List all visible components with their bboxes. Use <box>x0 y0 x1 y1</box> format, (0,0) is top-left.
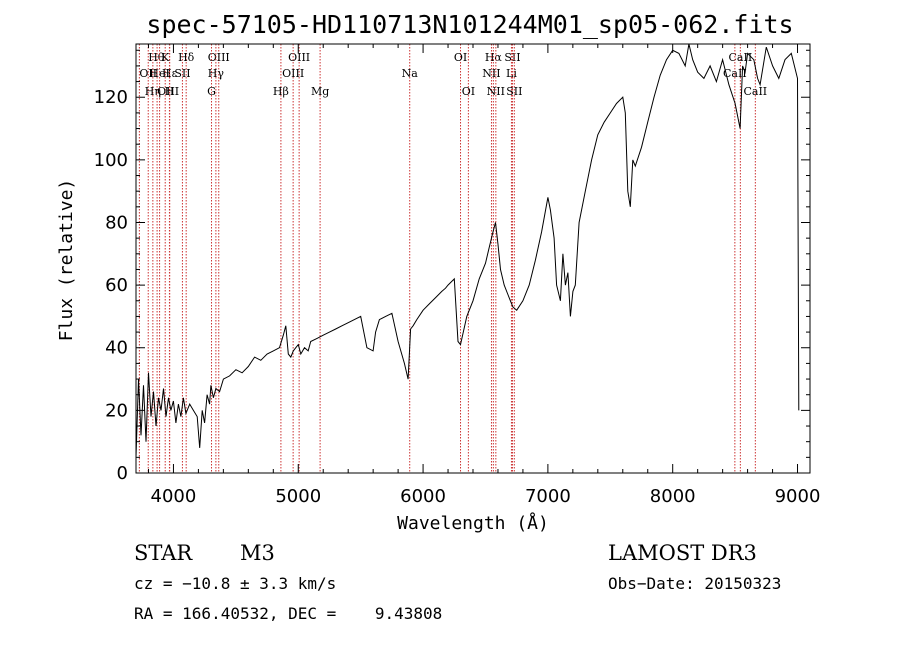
line-label-26: NII <box>487 85 505 98</box>
line-label-9: OII <box>139 67 157 80</box>
line-label-2: Hδ <box>178 51 195 64</box>
line-label-6: Hα <box>485 51 503 64</box>
line-label-15: Na <box>402 67 419 80</box>
line-label-18: CaII <box>723 67 747 80</box>
y-axis: 0 20 40 60 80 100 120 <box>94 49 810 484</box>
y-tick-label-6: 120 <box>94 87 128 108</box>
line-label-3: OIII <box>208 51 230 64</box>
spectral-subclass: M3 <box>240 541 275 565</box>
redshift-cz: cz = −10.8 ± 3.3 km/s <box>134 574 336 593</box>
coordinates: RA = 166.40532, DEC = 9.43808 <box>134 604 442 623</box>
y-tick-label-2: 40 <box>105 338 128 359</box>
y-axis-label: Flux (relative) <box>56 179 77 342</box>
chart-title: spec-57105-HD110713N101244M01_sp05-062.f… <box>146 10 793 39</box>
x-tick-label-4: 8000 <box>650 486 696 507</box>
series-line-0 <box>135 43 800 458</box>
line-label-25: OI <box>462 85 475 98</box>
line-label-12: SII <box>174 67 190 80</box>
x-axis-label: Wavelength (Å) <box>397 512 549 534</box>
line-label-10: Hε <box>162 67 178 80</box>
line-label-7: SII <box>504 51 520 64</box>
x-tick-label-3: 7000 <box>525 486 571 507</box>
line-label-17: Li <box>506 67 517 80</box>
line-label-8: CaII <box>729 51 753 64</box>
line-label-5: OI <box>454 51 467 64</box>
line-label-21: H <box>165 85 175 98</box>
y-tick-label-3: 60 <box>105 275 128 296</box>
survey-name: LAMOST DR3 <box>608 541 757 565</box>
x-tick-label-2: 6000 <box>400 486 446 507</box>
x-tick-label-5: 9000 <box>775 486 821 507</box>
y-tick-label-1: 20 <box>105 400 128 421</box>
y-tick-label-4: 80 <box>105 212 128 233</box>
plot-frame <box>135 43 811 474</box>
line-label-23: Hβ <box>273 85 289 98</box>
spectrum-series <box>135 43 800 458</box>
line-label-22: G <box>207 85 216 98</box>
line-label-13: Hγ <box>208 67 225 80</box>
x-tick-label-0: 4000 <box>151 486 197 507</box>
line-label-16: NII <box>482 67 500 80</box>
line-label-20: Hη <box>145 85 161 98</box>
y-tick-label-5: 100 <box>94 150 128 171</box>
y-tick-label-0: 0 <box>117 463 128 484</box>
line-label-4: OIII <box>288 51 310 64</box>
line-label-19: OIII <box>157 85 179 98</box>
line-label-14: OIII <box>282 67 304 80</box>
line-label-28: CaII <box>743 85 767 98</box>
observation-date: Obs−Date: 20150323 <box>608 574 781 593</box>
object-type: STAR <box>134 541 193 565</box>
line-label-24: Mg <box>311 85 329 98</box>
x-axis: 4000 5000 6000 7000 8000 9000 <box>147 44 821 507</box>
x-tick-label-1: 5000 <box>275 486 321 507</box>
line-label-1: K <box>161 51 170 64</box>
line-label-11: HeI <box>149 67 169 80</box>
line-label-27: SII <box>506 85 522 98</box>
